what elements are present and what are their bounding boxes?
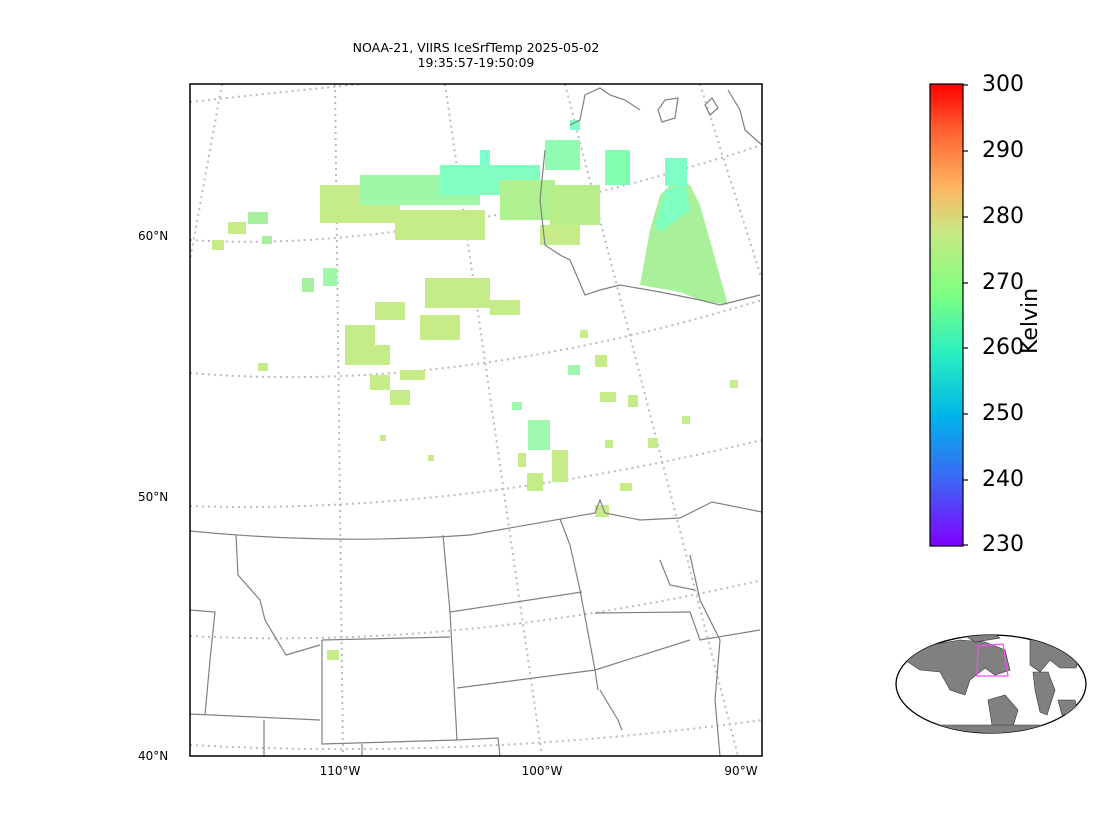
- colorbar-tick-260: 260: [982, 335, 1024, 360]
- colorbar-label: Kelvin: [1018, 287, 1043, 354]
- colorbar-tick-250: 250: [982, 401, 1024, 426]
- colorbar-tick-230: 230: [982, 532, 1024, 557]
- colorbar-tick-290: 290: [982, 138, 1024, 163]
- lon-label-90w: 90°W: [724, 764, 758, 778]
- lon-label-100w: 100°W: [521, 764, 563, 778]
- lat-label-50n: 50°N: [138, 490, 169, 504]
- map-title-line1: NOAA-21, VIIRS IceSrfTemp 2025-05-02: [352, 40, 600, 55]
- colorbar: [929, 83, 964, 547]
- colorbar-tick-280: 280: [982, 204, 1024, 229]
- map-area: [190, 84, 762, 756]
- colorbar-tick-270: 270: [982, 270, 1024, 295]
- lat-label-60n: 60°N: [138, 229, 169, 243]
- ice-temp-swath: [212, 120, 738, 660]
- inset-region-box: [976, 643, 1009, 677]
- colorbar-tick-240: 240: [982, 467, 1024, 492]
- map-title-line2: 19:35:57-19:50:09: [417, 55, 535, 70]
- boundaries: [190, 87, 762, 756]
- lat-label-40n: 40°N: [138, 749, 169, 763]
- lon-label-110w: 110°W: [319, 764, 361, 778]
- map-frame: [189, 83, 763, 757]
- colorbar-ticks: [963, 84, 968, 546]
- colorbar-tick-300: 300: [982, 72, 1024, 97]
- globe-inset: [895, 634, 1087, 734]
- map-title: NOAA-21, VIIRS IceSrfTemp 2025-05-02 19:…: [190, 40, 762, 70]
